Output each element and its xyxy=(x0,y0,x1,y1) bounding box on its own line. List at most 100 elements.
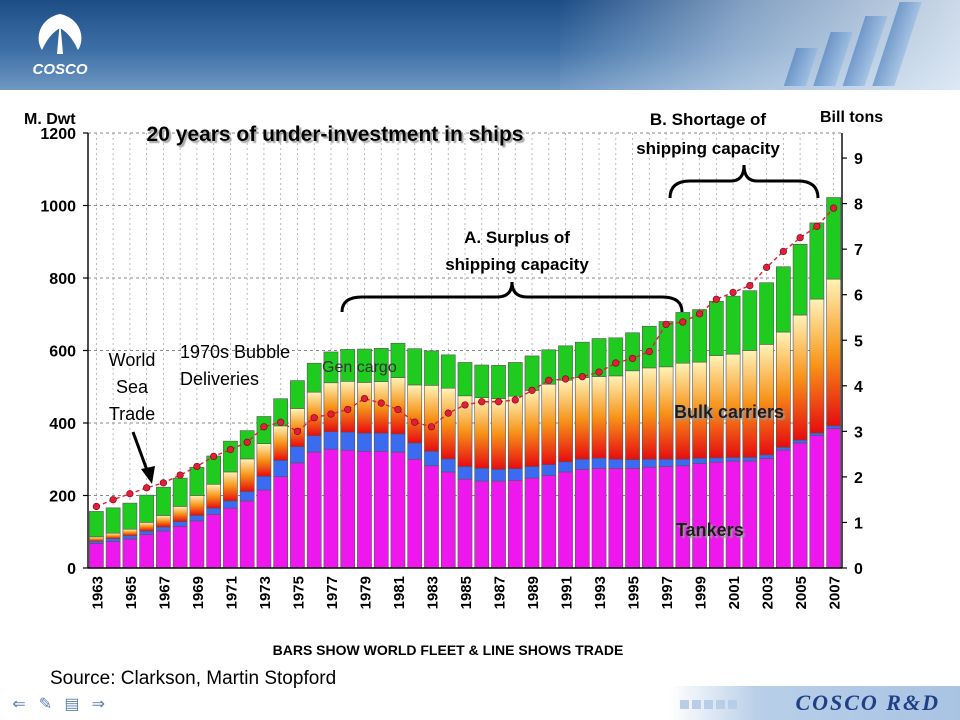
world-sea-trade-arrowhead xyxy=(141,466,155,484)
gen-cargo-label: Gen cargo xyxy=(322,359,397,376)
bar-segment-gen-cargo xyxy=(809,222,825,300)
trade-point xyxy=(729,288,737,297)
bar-segment-bulk xyxy=(206,483,222,509)
bar-segment-gen-cargo xyxy=(776,266,791,333)
bar-segment-tankers xyxy=(608,468,624,569)
trade-point xyxy=(427,423,436,431)
bar-segment-tankers xyxy=(323,448,339,569)
bar-segment-bulk xyxy=(323,382,339,433)
y-tick-label: 200 xyxy=(49,489,76,506)
bar-segment-tankers xyxy=(105,541,121,569)
bar-segment-gen-cargo xyxy=(641,325,657,369)
trade-point xyxy=(193,462,201,471)
bar-segment-other xyxy=(776,446,791,451)
bar-segment-tankers xyxy=(826,428,841,569)
slides-icon[interactable]: ▤ xyxy=(64,696,80,713)
forward-arrow-icon[interactable]: ⇒ xyxy=(91,696,106,713)
bar-segment-other xyxy=(491,469,506,482)
world-sea-trade-arrow-shaft xyxy=(131,431,150,474)
y2-tick-label: 1 xyxy=(854,515,863,532)
bar-segment-tankers xyxy=(558,471,573,569)
bar-segment-gen-cargo xyxy=(223,440,238,473)
x-tick-label: 1987 xyxy=(492,576,509,609)
bar-segment-other xyxy=(105,538,121,542)
bar-segment-gen-cargo xyxy=(792,243,808,316)
surplus-brace xyxy=(340,281,684,313)
bar-segment-tankers xyxy=(206,514,222,569)
bar-segment-tankers xyxy=(156,530,171,569)
trade-point xyxy=(645,348,653,356)
y-tick-label: 1000 xyxy=(40,199,76,216)
bar-segment-bulk xyxy=(156,515,171,528)
bar-segment-gen-cargo xyxy=(658,321,674,368)
bar-segment-bulk xyxy=(558,379,573,463)
annotation-bubble: 1970s Bubble Deliveries xyxy=(180,342,290,389)
trade-point xyxy=(377,399,385,407)
y2-tick-label: 0 xyxy=(854,561,863,578)
bar-segment-bulk xyxy=(541,383,557,465)
pen-icon[interactable]: ✎ xyxy=(38,696,53,713)
bar-segment-bulk xyxy=(223,471,238,502)
bar-segment-tankers xyxy=(809,435,825,569)
trade-point xyxy=(159,479,167,487)
bar-segment-gen-cargo xyxy=(390,342,406,378)
bar-segment-tankers xyxy=(591,468,607,569)
logo-text: COSCO xyxy=(32,61,87,78)
x-tick-label: 1971 xyxy=(223,576,240,609)
bar-segment-other xyxy=(323,431,339,450)
bar-segment-gen-cargo xyxy=(725,295,741,355)
x-tick-label: 1991 xyxy=(559,576,576,609)
bar-segment-tankers xyxy=(658,466,674,569)
footer: ⇐ ✎ ▤ ⇒ COSCO R&D xyxy=(0,686,960,720)
bar-segment-other xyxy=(139,530,154,535)
back-arrow-icon[interactable]: ⇐ xyxy=(12,696,26,713)
trade-point xyxy=(695,310,704,318)
annotation-surplus: A. Surplus of shipping capacity xyxy=(340,228,684,313)
right-axis-ticks: 0 1 2 3 4 5 6 7 8 9 xyxy=(842,151,863,578)
bar-segment-other xyxy=(340,431,356,451)
bar-segment-tankers xyxy=(574,469,590,569)
trade-point xyxy=(277,418,285,426)
bar-segment-tankers xyxy=(89,543,104,569)
trade-point xyxy=(143,484,151,492)
bar-segment-tankers xyxy=(725,460,741,569)
trade-point xyxy=(126,490,134,498)
bar-segment-tankers xyxy=(340,449,356,569)
bar-segment-gen-cargo xyxy=(491,365,506,400)
x-tick-label: 1969 xyxy=(190,576,207,609)
world-sea-trade-line2: Sea xyxy=(116,377,149,397)
bar-segment-other xyxy=(172,521,188,527)
bar-segment-bulk xyxy=(491,398,506,470)
x-tick-label: 1997 xyxy=(659,576,676,609)
x-tick-label: 2005 xyxy=(793,576,810,609)
bar-segment-other xyxy=(256,475,272,491)
trade-point xyxy=(561,375,570,383)
bar-segment-other xyxy=(223,500,238,509)
bar-segment-other xyxy=(273,460,289,477)
annotation-shortage: B. Shortage of shipping capacity xyxy=(636,110,820,199)
bar-segment-tankers xyxy=(306,451,322,569)
shortage-label-line2: shipping capacity xyxy=(636,139,780,158)
footer-band xyxy=(670,686,960,720)
chart-title: 20 years of under-investment in ships xyxy=(147,123,524,146)
world-sea-trade-line1: World xyxy=(109,350,156,370)
trade-point xyxy=(746,281,754,290)
x-tick-label: 1981 xyxy=(391,576,408,609)
bar-segment-bulk xyxy=(256,443,272,477)
x-axis-label: BARS SHOW WORLD FLEET & LINE SHOWS TRADE xyxy=(273,642,624,658)
bar-segment-bulk xyxy=(776,331,791,448)
y-tick-label: 400 xyxy=(49,416,76,433)
x-tick-label: 2001 xyxy=(726,576,743,609)
bar-segment-tankers xyxy=(172,526,188,569)
trade-point xyxy=(679,318,687,326)
bar-segment-bulk xyxy=(357,382,372,434)
y-tick-label: 0 xyxy=(67,561,76,578)
bar-segment-other xyxy=(675,458,691,467)
trade-point xyxy=(813,222,821,230)
bar-segment-gen-cargo xyxy=(407,348,423,386)
bar-segment-bulk xyxy=(759,344,774,456)
surplus-label-line2: shipping capacity xyxy=(445,255,589,274)
bar-segment-gen-cargo xyxy=(206,455,222,485)
bar-segment-bulk xyxy=(591,376,607,459)
x-tick-label: 1985 xyxy=(458,576,475,609)
